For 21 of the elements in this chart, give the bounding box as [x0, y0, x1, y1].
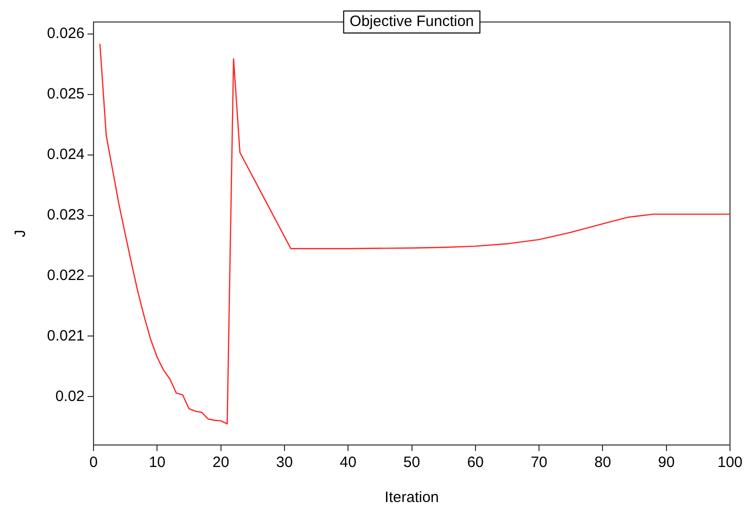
x-axis-title: Iteration [384, 489, 439, 506]
y-axis-title: J [12, 230, 30, 238]
x-tick-label: 30 [276, 454, 293, 472]
x-tick-label: 80 [594, 454, 612, 472]
x-tick-label: 0 [89, 454, 98, 472]
y-tick-label: 0.02 [55, 388, 85, 405]
y-tick-label: 0.022 [46, 266, 85, 284]
x-tick-label: 10 [148, 454, 166, 472]
x-tick-label: 20 [212, 454, 230, 472]
x-tick-label: 90 [658, 454, 675, 472]
x-tick-label: 50 [403, 454, 420, 472]
y-tick-label: 0.024 [46, 146, 85, 164]
x-tick-label: 70 [530, 454, 548, 472]
y-tick-label: 0.021 [46, 327, 85, 344]
chart-title: Objective Function [350, 13, 474, 30]
x-tick-label: 100 [717, 454, 743, 472]
y-tick-label: 0.026 [46, 25, 85, 42]
x-tick-label: 60 [467, 454, 484, 472]
x-tick-label: 40 [340, 454, 356, 472]
y-tick-label: 0.023 [46, 206, 85, 224]
y-tick-label: 0.025 [46, 86, 85, 103]
